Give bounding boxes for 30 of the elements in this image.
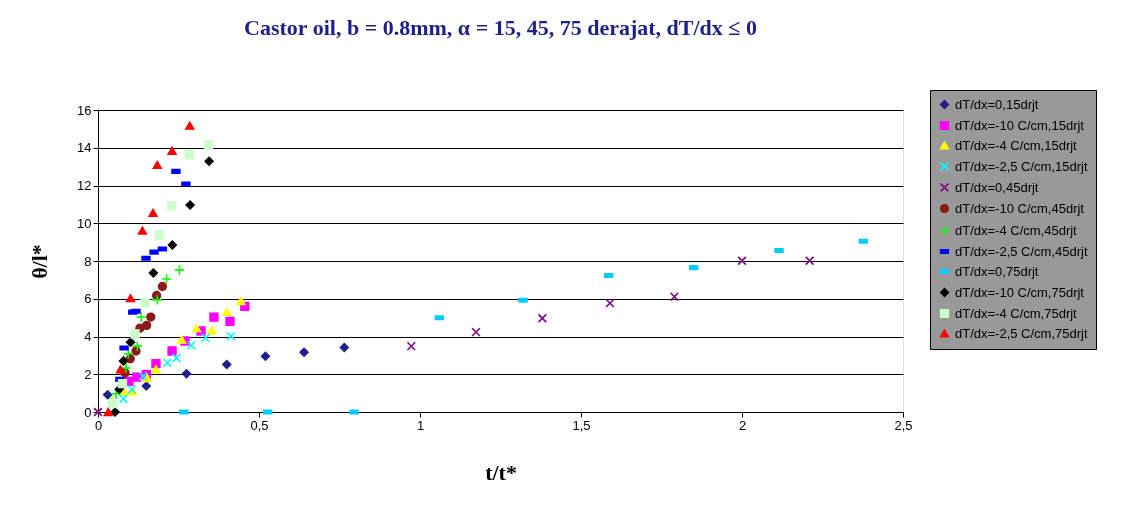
legend-label: dT/dx=0,45drjt	[955, 179, 1039, 195]
x-tick-label: 2,5	[894, 417, 913, 433]
y-tick-label: 0	[84, 404, 92, 420]
y-tick-label: 6	[84, 291, 92, 307]
x-tick-label: 2	[738, 417, 747, 433]
y-tick-label: 2	[84, 366, 92, 382]
legend-label: dT/dx=0,75drjt	[955, 263, 1039, 279]
legend-label: dT/dx=-10 C/cm,15drjt	[955, 117, 1085, 133]
legend-label: dT/dx=-10 C/cm,75drjt	[955, 284, 1085, 300]
y-axis-title: θ/l*	[27, 244, 53, 279]
x-tick-label: 1,5	[572, 417, 591, 433]
chart-title: Castor oil, b = 0.8mm, α = 15, 45, 75 derajat, dT/dx ≤ 0	[244, 14, 757, 40]
y-tick-label: 14	[77, 140, 92, 156]
legend-label: dT/dx=0,15drjt	[955, 96, 1039, 112]
y-tick-label: 4	[84, 329, 92, 344]
x-axis-title: t/t*	[485, 459, 517, 485]
y-tick-label: 12	[77, 178, 92, 193]
y-tick-label: 10	[77, 215, 92, 231]
x-tick-label: 1	[416, 417, 425, 433]
y-tick-label: 8	[84, 253, 92, 269]
legend-label: dT/dx=-4 C/cm,15drjt	[955, 137, 1078, 153]
legend-label: dT/dx=-4 C/cm,75drjt	[955, 305, 1078, 321]
legend-label: dT/dx=-10 C/cm,45drjt	[955, 200, 1085, 216]
y-tick-label: 16	[77, 102, 92, 118]
legend-label: dT/dx=-2,5 C/cm,15drjt	[955, 158, 1088, 174]
legend-label: dT/dx=-2,5 C/cm,45drjt	[955, 243, 1088, 259]
legend-label: dT/dx=-2,5 C/cm,75drjt	[955, 325, 1088, 341]
x-tick-label: 0	[94, 417, 103, 433]
legend-label: dT/dx=-4 C/cm,45drjt	[955, 222, 1078, 238]
x-tick-label: 0,5	[250, 417, 269, 433]
